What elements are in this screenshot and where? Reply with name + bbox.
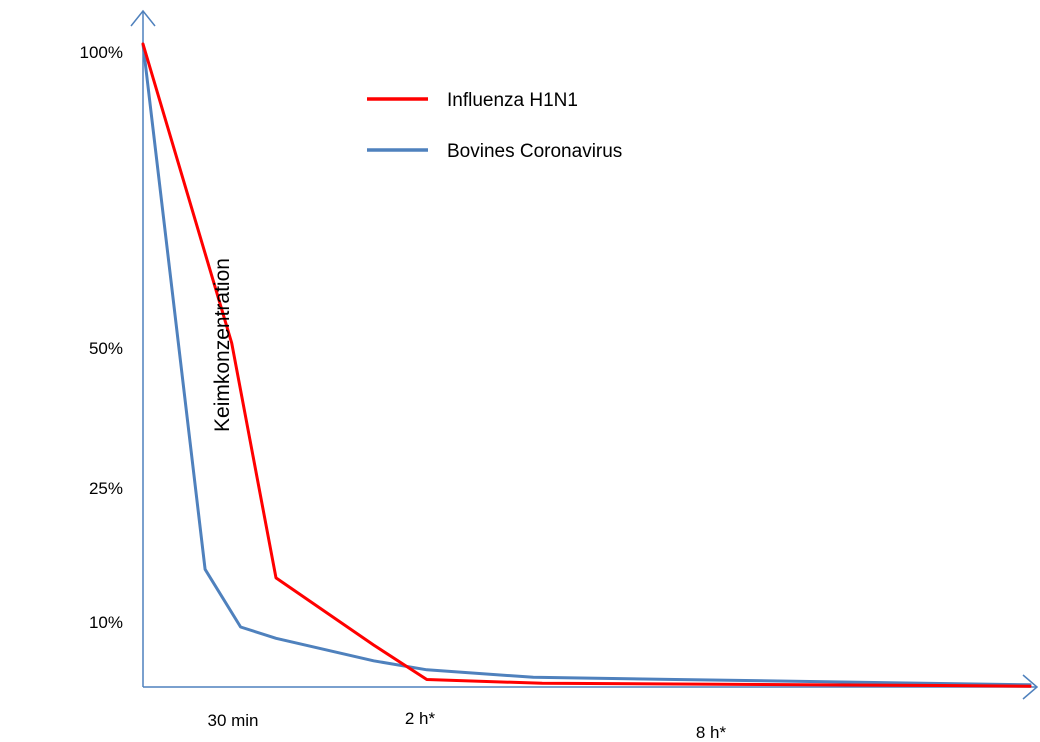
y-axis-arrow bbox=[130, 9, 156, 27]
series-line-bovines-coronavirus bbox=[141, 42, 1032, 687]
y-axis-label: Keimkonzentration bbox=[211, 258, 234, 432]
legend-label: Influenza H1N1 bbox=[447, 90, 578, 111]
x-axis-arrow bbox=[1022, 674, 1039, 700]
series-line-influenza-h1n1 bbox=[141, 42, 1032, 688]
legend-label: Bovines Coronavirus bbox=[447, 141, 622, 162]
tick-labels: 100% 50% 25% 10% 30 min 2 h* 8 h* bbox=[80, 43, 727, 742]
x-tick-label: 30 min bbox=[207, 711, 258, 730]
series-lines bbox=[141, 42, 1032, 688]
legend: Influenza H1N1 Bovines Coronavirus bbox=[367, 90, 622, 162]
legend-entry: Bovines Coronavirus bbox=[367, 141, 622, 162]
x-tick-label: 8 h* bbox=[696, 723, 727, 742]
legend-entry: Influenza H1N1 bbox=[367, 90, 578, 111]
axes bbox=[130, 9, 1039, 700]
y-tick-label: 10% bbox=[89, 613, 123, 632]
x-tick-label: 2 h* bbox=[405, 709, 436, 728]
y-tick-label: 50% bbox=[89, 339, 123, 358]
y-tick-label: 100% bbox=[80, 43, 123, 62]
y-tick-label: 25% bbox=[89, 479, 123, 498]
